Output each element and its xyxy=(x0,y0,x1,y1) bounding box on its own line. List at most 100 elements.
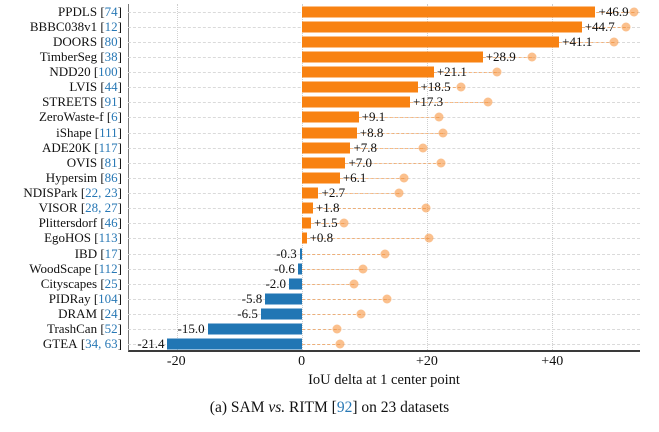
chart-row: VISOR [28, 27] +1.8 xyxy=(0,200,659,216)
oracle-connector xyxy=(301,298,388,300)
oracle-dot xyxy=(335,339,345,349)
bracket: ] xyxy=(117,33,122,49)
chart-row: PIDRay [104] -5.8 xyxy=(0,291,659,306)
delta-bar xyxy=(297,263,302,275)
oracle-connector xyxy=(306,238,430,240)
oracle-connector xyxy=(417,87,462,89)
dataset-name: LVIS [ xyxy=(69,79,105,95)
oracle-dot xyxy=(621,22,631,32)
delta-value-label: -0.3 xyxy=(276,245,297,261)
y-axis-label: iShape [111] xyxy=(0,125,128,140)
oracle-connector xyxy=(312,208,427,210)
dataset-name: DOORS [ xyxy=(53,33,105,49)
delta-value-label: +6.1 xyxy=(342,169,367,185)
citation-number: 80 xyxy=(104,33,118,49)
delta-value-label: +28.9 xyxy=(485,48,516,64)
caption-text: (a) SAM xyxy=(209,399,269,416)
chart-rows: PPDLS [74] +46.9 BBBC038v1 [12] +44.7 DOORS … xyxy=(0,4,659,352)
y-axis-label: ZeroWaste-f [6] xyxy=(0,109,128,125)
oracle-dot xyxy=(492,67,502,77)
dataset-name: iShape [ xyxy=(56,124,100,140)
x-axis-title: IoU delta at 1 center point xyxy=(308,372,460,388)
citation-number: 111 xyxy=(99,124,118,140)
y-axis-label: TimberSeg [38] xyxy=(0,49,128,64)
delta-bar xyxy=(301,81,418,93)
chart-row: BBBC038v1 [12] +44.7 xyxy=(0,19,659,34)
y-axis-label: NDD20 [100] xyxy=(0,64,128,80)
bracket: ] xyxy=(117,3,122,19)
x-tick-label: -20 xyxy=(166,354,186,369)
dataset-name: STREETS [ xyxy=(42,94,105,110)
oracle-connector xyxy=(301,253,385,255)
oracle-connector xyxy=(482,56,533,58)
x-axis: -20 0 +20 +40 xyxy=(128,354,640,372)
y-axis-label: Plittersdorf [46] xyxy=(0,215,128,231)
chart-row: NDISPark [22, 23] +2.7 xyxy=(0,185,659,201)
row-track: +2.7 xyxy=(128,185,640,201)
bracket: ] xyxy=(117,124,122,140)
row-track: -0.6 xyxy=(128,261,640,276)
citation-number: 81 xyxy=(104,154,118,170)
row-gridline xyxy=(128,223,640,225)
chart-row: LVIS [44] +18.5 xyxy=(0,79,659,95)
oracle-dot xyxy=(382,294,392,304)
y-axis-label: GTEA [34, 63] xyxy=(0,336,128,352)
delta-bar xyxy=(301,127,357,139)
row-track: +41.1 xyxy=(128,34,640,49)
citation-number: 52 xyxy=(104,321,118,337)
citation-number: 113 xyxy=(98,230,118,246)
figure-caption: (a) SAM vs. RITM [92] on 23 datasets xyxy=(0,399,659,417)
dataset-name: VISOR [ xyxy=(38,200,86,216)
row-track: +0.8 xyxy=(128,230,640,246)
chart-row: STREETS [91] +17.3 xyxy=(0,94,659,110)
row-gridline xyxy=(128,283,640,285)
dataset-name: IBD [ xyxy=(74,245,105,261)
dataset-name: Hypersim [ xyxy=(45,169,105,185)
row-track: +21.1 xyxy=(128,64,640,80)
dataset-name: TimberSeg [ xyxy=(39,48,105,64)
oracle-dot xyxy=(434,112,444,122)
y-axis-label: NDISPark [22, 23] xyxy=(0,185,128,201)
citation-number: 44 xyxy=(104,79,118,95)
delta-bar xyxy=(301,217,311,229)
row-track: -5.8 xyxy=(128,291,640,306)
oracle-dot xyxy=(438,128,448,138)
y-axis-label: BBBC038v1 [12] xyxy=(0,19,128,34)
bracket: ] xyxy=(117,18,122,34)
y-axis-label: DOORS [80] xyxy=(0,34,128,49)
bracket: ] xyxy=(117,245,122,261)
citation-number: 25 xyxy=(104,275,118,291)
delta-value-label: -15.0 xyxy=(177,321,205,337)
oracle-connector xyxy=(410,102,488,104)
chart-row: GTEA [34, 63] -21.4 xyxy=(0,336,659,352)
delta-bar xyxy=(301,6,596,18)
delta-bar xyxy=(167,338,302,350)
dataset-name: BBBC038v1 [ xyxy=(29,18,105,34)
bracket: ] xyxy=(117,185,122,201)
dataset-name: PIDRay [ xyxy=(48,290,99,306)
oracle-connector xyxy=(358,117,440,119)
row-gridline xyxy=(128,344,640,346)
citation-number: 100 xyxy=(98,64,118,80)
delta-bar xyxy=(301,172,340,184)
delta-value-label: +9.1 xyxy=(361,109,386,125)
oracle-dot xyxy=(332,324,342,334)
bracket: ] xyxy=(117,169,122,185)
dataset-name: PPDLS [ xyxy=(58,3,105,19)
delta-bar xyxy=(301,96,410,108)
row-track: +7.0 xyxy=(128,155,640,170)
delta-value-label: -21.4 xyxy=(137,336,165,352)
delta-value-label: +46.9 xyxy=(598,3,629,19)
row-track: +28.9 xyxy=(128,49,640,64)
oracle-dot xyxy=(483,97,493,107)
oracle-connector xyxy=(433,72,498,74)
delta-bar xyxy=(299,248,302,260)
bracket: ] xyxy=(117,215,122,231)
oracle-connector xyxy=(318,193,400,195)
oracle-connector xyxy=(595,11,635,13)
chart-row: EgoHOS [113] +0.8 xyxy=(0,230,659,246)
dataset-name: TrashCan [ xyxy=(46,321,105,337)
x-gridline xyxy=(552,4,554,350)
dataset-name: ADE20K [ xyxy=(41,139,99,155)
x-tick-label: 0 xyxy=(298,354,306,369)
